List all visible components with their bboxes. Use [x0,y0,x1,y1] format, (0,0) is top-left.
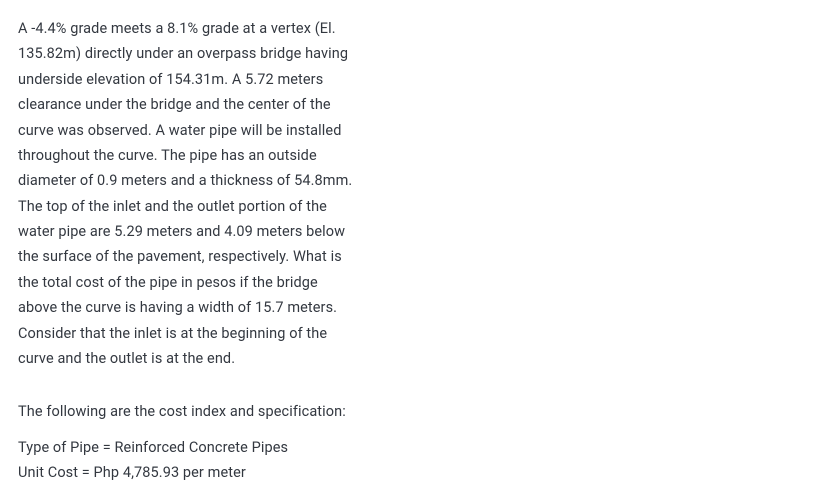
pipe-type: Type of Pipe = Reinforced Concrete Pipes [18,435,353,460]
spec-intro: The following are the cost index and spe… [18,399,353,424]
unit-cost: Unit Cost = Php 4,785.93 per meter [18,460,353,485]
specification-section: The following are the cost index and spe… [18,399,353,485]
problem-content: A -4.4% grade meets a 8.1% grade at a ve… [18,16,353,485]
spec-details: Type of Pipe = Reinforced Concrete Pipes… [18,435,353,486]
problem-statement: A -4.4% grade meets a 8.1% grade at a ve… [18,16,353,371]
